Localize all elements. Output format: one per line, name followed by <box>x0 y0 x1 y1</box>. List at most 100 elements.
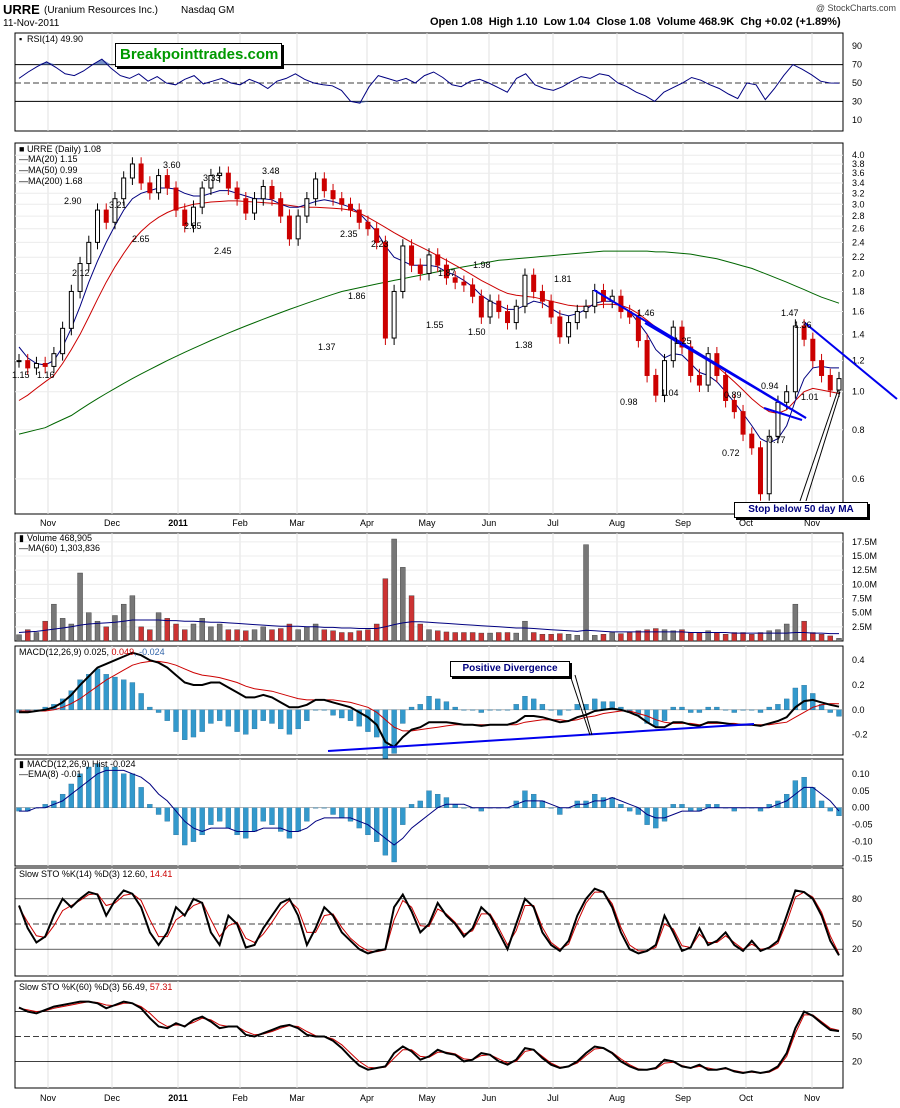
sto14-d-line <box>18 891 840 955</box>
macd-hist-bar <box>234 709 240 732</box>
volume-bar <box>530 632 537 642</box>
volume-bar <box>827 635 833 642</box>
macd-hist-bar <box>286 709 293 735</box>
exchange: Nasdaq GM <box>181 5 235 16</box>
sto14-k-line <box>18 887 840 956</box>
rsi-legend-swatch: ▪ <box>19 34 22 44</box>
hist-ema8-line <box>19 769 840 846</box>
hist-bar <box>295 807 301 832</box>
price-candle <box>164 175 170 189</box>
macd-hist-bar <box>356 709 362 727</box>
stop-callout-text: Stop below 50 day MA <box>748 504 854 515</box>
macd-hist-bar <box>129 682 136 710</box>
hist-bar <box>356 807 362 829</box>
price-tick-label: 1.8 <box>852 286 865 296</box>
ma50-legend-swatch: — <box>19 165 28 175</box>
sto14-tick-label: 80 <box>852 894 862 904</box>
volume-bar <box>51 603 57 642</box>
price-candle <box>199 187 205 208</box>
volume-bar <box>321 629 328 642</box>
volume-bar <box>679 629 685 642</box>
volume-bar <box>59 618 66 642</box>
month-label-bottom: Aug <box>609 1093 625 1103</box>
price-candle <box>25 360 31 369</box>
hist-tick-label: 0.05 <box>852 786 870 796</box>
macd-hist-bar <box>208 709 214 724</box>
downtrend-line-1b <box>644 322 807 419</box>
price-candle <box>400 245 406 292</box>
price-candle <box>391 290 397 339</box>
ma50-legend: MA(50) 0.99 <box>28 165 78 175</box>
hist-tick-label: -0.15 <box>852 854 873 864</box>
volume-bar <box>382 578 389 642</box>
volume-bar <box>435 630 441 642</box>
watermark-box: Breakpointtrades.com <box>115 43 282 67</box>
ma200-legend: MA(200) 1.68 <box>28 176 83 186</box>
price-candle <box>592 290 598 307</box>
price-candle <box>269 185 275 200</box>
volume-bar <box>68 623 75 642</box>
price-candle <box>321 178 327 192</box>
macd-hist-bar <box>766 706 772 710</box>
divergence-pointer <box>574 674 593 736</box>
month-label-bottom: May <box>418 1093 436 1103</box>
price-candle <box>16 360 22 363</box>
macd-hist-bar <box>775 704 781 710</box>
price-candle <box>95 209 101 243</box>
macd-hist-bar <box>827 709 833 713</box>
price-annotation: 3.60 <box>163 160 181 170</box>
price-candle <box>347 203 353 211</box>
volume-bar <box>330 630 336 642</box>
hist-bar <box>801 777 807 808</box>
price-tick-label: 3.8 <box>852 159 865 169</box>
hist-bar <box>260 807 266 822</box>
price-candle <box>819 360 825 376</box>
volume-bar <box>836 638 842 642</box>
hist-bar <box>77 773 83 808</box>
price-candle <box>382 241 388 339</box>
macd-hist-bar <box>339 709 345 719</box>
volume-bar <box>644 629 650 642</box>
price-candle <box>679 326 685 348</box>
price-candle <box>574 311 580 324</box>
price-candle <box>766 435 772 495</box>
hist-bar <box>661 807 668 822</box>
sto60-title: Slow STO %K(60) %D(3) 56.49, 57.31 <box>19 982 172 992</box>
volume-bar <box>304 626 310 642</box>
volume-bar <box>234 629 240 642</box>
price-candle <box>775 401 781 437</box>
volume-bar <box>417 623 423 642</box>
price-annotation: 1.87 <box>438 268 456 278</box>
macd-hist-bar <box>592 698 598 710</box>
macd-hist-bar <box>749 709 755 711</box>
macd-hist-bar <box>400 709 406 724</box>
macd-hist-bar <box>522 696 528 710</box>
price-candle <box>86 241 92 265</box>
price-candle <box>548 300 554 318</box>
month-label: Mar <box>289 518 305 528</box>
price-annotation: 2.90 <box>64 196 82 206</box>
macd-hist-bar <box>182 709 188 740</box>
hist-ema-legend: EMA(8) -0.01 <box>28 769 82 779</box>
macd-hist-bar <box>68 690 74 710</box>
volume-bar <box>757 632 764 642</box>
price-candle <box>470 284 476 297</box>
price-candle <box>836 378 842 391</box>
price-candle <box>461 281 467 286</box>
price-candle <box>156 175 162 194</box>
volume-bar <box>443 631 450 642</box>
ohlc-summary: Open 1.08 High 1.10 Low 1.04 Close 1.08 … <box>430 16 841 28</box>
price-annotation: 1.16 <box>37 370 55 380</box>
hist-bar <box>216 807 223 822</box>
volume-bar <box>749 634 755 642</box>
macd-hist-bar <box>347 709 354 721</box>
month-label: Oct <box>739 518 754 528</box>
volume-bar <box>408 595 415 642</box>
price-candle <box>757 447 763 495</box>
macd-hist-bar <box>461 709 467 711</box>
volume-bar <box>42 620 48 642</box>
price-title: URRE (Daily) 1.08 <box>27 144 101 154</box>
macd-hist-bar <box>565 709 572 711</box>
volume-ma-legend: MA(60) 1,303,836 <box>28 543 100 553</box>
price-candle <box>801 325 807 340</box>
